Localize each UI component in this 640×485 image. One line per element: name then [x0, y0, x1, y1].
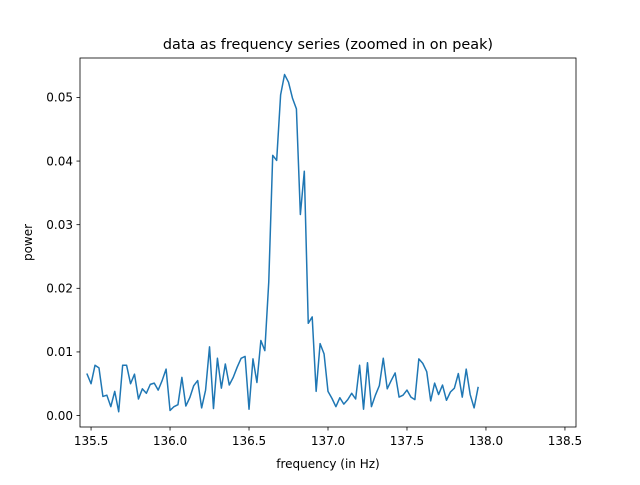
y-tick-label: 0.05 — [46, 91, 73, 105]
y-tick-label: 0.01 — [46, 345, 73, 359]
power-series-line — [86, 73, 479, 413]
y-tick-label: 0.03 — [46, 218, 73, 232]
y-tick-label: 0.00 — [46, 409, 73, 423]
x-tick-label: 136.5 — [232, 434, 266, 448]
chart-title: data as frequency series (zoomed in on p… — [163, 37, 493, 53]
axes-frame — [79, 57, 577, 428]
x-tick-label: 136.0 — [153, 434, 187, 448]
x-tick-label: 137.5 — [390, 434, 424, 448]
y-tick-label: 0.04 — [46, 154, 73, 168]
y-tick-label: 0.02 — [46, 282, 73, 296]
x-axis: 135.5 136.0 136.5 137.0 137.5 138.0 138.5 — [74, 427, 582, 448]
x-tick-label: 138.0 — [469, 434, 503, 448]
x-axis-label: frequency (in Hz) — [276, 457, 379, 471]
x-tick-label: 138.5 — [548, 434, 582, 448]
y-axis-label: power — [21, 224, 35, 261]
x-tick-label: 135.5 — [74, 434, 108, 448]
x-tick-label: 137.0 — [311, 434, 345, 448]
plot-area — [86, 73, 479, 413]
y-axis: 0.00 0.01 0.02 0.03 0.04 0.05 — [46, 91, 80, 423]
